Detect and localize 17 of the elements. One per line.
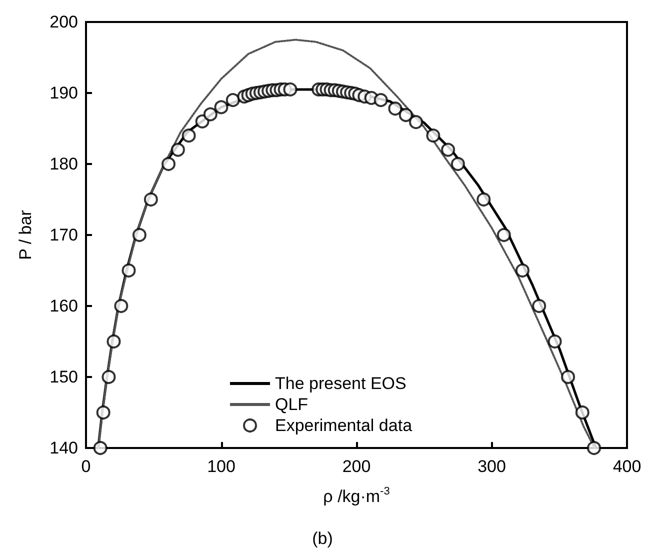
legend-label: Experimental data xyxy=(275,416,413,435)
x-tick-label: 300 xyxy=(478,457,506,476)
legend-label: The present EOS xyxy=(275,374,406,393)
y-tick-label: 150 xyxy=(50,368,78,386)
x-tick-label: 0 xyxy=(81,457,91,476)
y-tick-label: 200 xyxy=(50,12,78,32)
y-axis-title: P / bar xyxy=(16,210,35,260)
x-tick-label: 100 xyxy=(207,457,236,476)
y-tick-label: 180 xyxy=(50,154,78,174)
y-tick-label: 170 xyxy=(50,226,78,244)
y-tick-label: 160 xyxy=(50,296,78,316)
x-tick-label: 400 xyxy=(612,457,642,476)
legend-label: QLF xyxy=(275,395,308,414)
y-tick-label: 140 xyxy=(50,438,78,458)
x-tick-label: 200 xyxy=(342,457,371,476)
y-tick-label: 190 xyxy=(50,84,78,102)
text: (b) xyxy=(312,529,333,548)
